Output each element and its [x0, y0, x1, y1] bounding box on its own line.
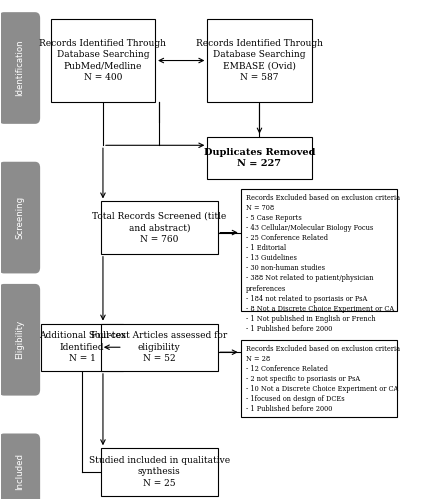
- FancyBboxPatch shape: [0, 162, 40, 274]
- Text: Records Excluded based on exclusion criteria
N = 28
- 12 Conference Related
- 2 : Records Excluded based on exclusion crit…: [246, 344, 400, 414]
- Bar: [207, 136, 312, 179]
- Bar: [241, 188, 397, 311]
- Bar: [41, 324, 123, 371]
- Bar: [101, 448, 218, 496]
- FancyBboxPatch shape: [0, 12, 40, 124]
- Bar: [51, 20, 155, 102]
- Text: Additional Sources
Identified
N = 1: Additional Sources Identified N = 1: [39, 332, 125, 363]
- FancyBboxPatch shape: [0, 434, 40, 500]
- Text: Eligibility: Eligibility: [15, 320, 24, 360]
- Bar: [101, 324, 218, 371]
- Text: Records Identified Through
Database Searching
EMBASE (Ovid)
N = 587: Records Identified Through Database Sear…: [196, 39, 323, 82]
- Text: Identification: Identification: [15, 40, 24, 96]
- Text: Records Excluded based on exclusion criteria
N = 708
- 5 Case Reports
- 43 Cellu: Records Excluded based on exclusion crit…: [246, 194, 400, 333]
- Text: Full-text Articles assessed for
eligibility
N = 52: Full-text Articles assessed for eligibil…: [91, 332, 227, 363]
- Bar: [207, 20, 312, 102]
- Bar: [241, 340, 397, 417]
- Text: Included: Included: [15, 454, 24, 490]
- Bar: [101, 202, 218, 254]
- Text: Total Records Screened (title
and abstract)
N = 760: Total Records Screened (title and abstra…: [92, 212, 227, 244]
- Text: Studied included in qualitative
synthesis
N = 25: Studied included in qualitative synthesi…: [89, 456, 230, 488]
- FancyBboxPatch shape: [0, 284, 40, 396]
- Text: Duplicates Removed
N = 227: Duplicates Removed N = 227: [204, 148, 315, 168]
- Text: Screening: Screening: [15, 196, 24, 239]
- Text: Records Identified Through
Database Searching
PubMed/Medline
N = 400: Records Identified Through Database Sear…: [39, 39, 167, 82]
